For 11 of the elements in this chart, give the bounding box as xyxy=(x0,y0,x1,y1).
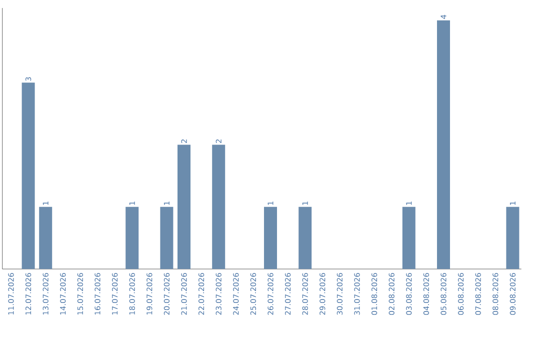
bar xyxy=(160,206,174,269)
bar xyxy=(39,206,52,269)
bar xyxy=(178,144,190,269)
bar xyxy=(264,206,278,269)
bar xyxy=(126,206,139,269)
bar xyxy=(506,206,520,269)
bar xyxy=(437,20,450,269)
bar xyxy=(402,206,416,269)
bar xyxy=(298,206,312,269)
bar xyxy=(212,144,226,269)
bar xyxy=(22,82,35,269)
